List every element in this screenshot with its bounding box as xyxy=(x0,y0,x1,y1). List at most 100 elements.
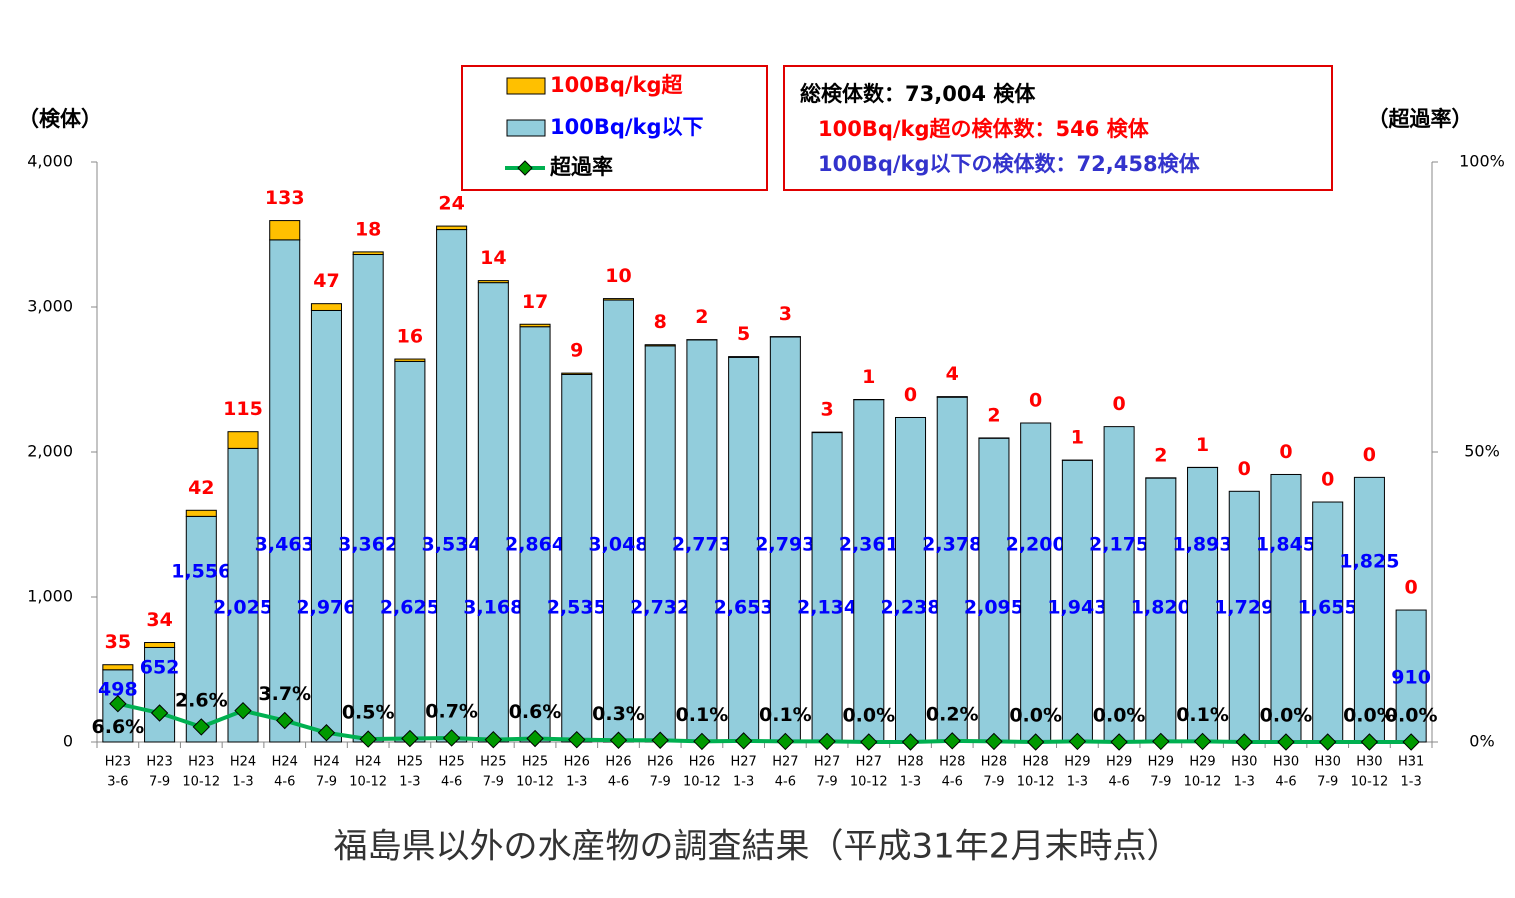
under-label: 2,238 xyxy=(880,597,940,619)
y2-tick-label: 50% xyxy=(1464,442,1500,461)
y2-axis-label: （超過率） xyxy=(1368,107,1473,131)
bar-over xyxy=(186,510,216,516)
over-label: 4 xyxy=(946,363,959,385)
x-tick-label: H27 xyxy=(814,755,840,770)
under-label: 2,625 xyxy=(380,597,440,619)
x-tick-label: 10-12 xyxy=(1017,775,1055,790)
under-label: 2,793 xyxy=(755,534,815,556)
x-tick-label: H31 xyxy=(1398,755,1424,770)
bar-over xyxy=(353,252,383,255)
under-label: 2,200 xyxy=(1006,534,1066,556)
x-tick-label: H28 xyxy=(939,755,965,770)
rate-label: 0.0% xyxy=(1260,705,1313,727)
bar-under xyxy=(1188,468,1218,742)
bar-under xyxy=(1271,474,1301,742)
x-tick-label: 1-3 xyxy=(1401,775,1422,790)
x-tick-label: 4-6 xyxy=(608,775,629,790)
bar-over xyxy=(645,345,675,346)
x-tick-label: H23 xyxy=(105,755,131,770)
under-label: 2,025 xyxy=(213,597,273,619)
over-label: 47 xyxy=(313,270,339,292)
x-tick-label: H24 xyxy=(272,755,298,770)
x-tick-label: 10-12 xyxy=(1184,775,1222,790)
x-tick-label: H26 xyxy=(564,755,590,770)
x-tick-label: 7-9 xyxy=(650,775,671,790)
x-tick-label: 1-3 xyxy=(1234,775,1255,790)
bar-over xyxy=(395,359,425,361)
x-tick-label: 4-6 xyxy=(775,775,796,790)
over-label: 24 xyxy=(438,193,464,215)
over-label: 0 xyxy=(904,384,917,406)
over-label: 9 xyxy=(570,340,583,362)
under-label: 3,463 xyxy=(255,534,315,556)
x-tick-label: H30 xyxy=(1273,755,1299,770)
x-tick-label: H29 xyxy=(1106,755,1132,770)
bar-under xyxy=(812,433,842,742)
y-axis-label: （検体） xyxy=(18,107,102,131)
x-tick-label: H26 xyxy=(689,755,715,770)
bar-under xyxy=(937,397,967,742)
y2-tick-label: 100% xyxy=(1459,152,1505,171)
over-label: 14 xyxy=(480,247,506,269)
x-tick-label: H28 xyxy=(1023,755,1049,770)
legend-swatch xyxy=(507,78,545,94)
over-label: 17 xyxy=(522,291,548,313)
x-tick-label: 10-12 xyxy=(850,775,888,790)
under-label: 2,864 xyxy=(505,534,565,556)
x-tick-label: 4-6 xyxy=(1108,775,1129,790)
x-tick-label: 1-3 xyxy=(900,775,921,790)
over-label: 0 xyxy=(1405,577,1418,599)
x-tick-label: 4-6 xyxy=(1275,775,1296,790)
over-label: 0 xyxy=(1029,390,1042,412)
x-tick-label: H25 xyxy=(397,755,423,770)
x-tick-label: 4-6 xyxy=(274,775,295,790)
legend-label: 100Bq/kg超 xyxy=(550,73,684,97)
bar-over xyxy=(437,226,467,229)
rate-label: 0.3% xyxy=(592,703,645,725)
under-label: 3,048 xyxy=(588,534,648,556)
bar-over xyxy=(937,397,967,398)
rate-label: 0.0% xyxy=(1009,705,1062,727)
x-tick-label: H24 xyxy=(230,755,256,770)
x-tick-label: H29 xyxy=(1189,755,1215,770)
under-label: 1,893 xyxy=(1172,534,1232,556)
info-total: 総検体数：73,004 検体 xyxy=(800,82,1036,106)
bar-over xyxy=(311,304,341,311)
x-tick-label: H25 xyxy=(438,755,464,770)
x-tick-label: 1-3 xyxy=(1067,775,1088,790)
bar-over xyxy=(729,357,759,358)
rate-label: 0.1% xyxy=(1176,704,1229,726)
bar-under xyxy=(895,417,925,742)
x-tick-label: H24 xyxy=(355,755,381,770)
under-label: 2,773 xyxy=(672,534,732,556)
rate-label: 0.0% xyxy=(842,705,895,727)
x-tick-label: 7-9 xyxy=(1317,775,1338,790)
x-tick-label: 4-6 xyxy=(942,775,963,790)
bar-over xyxy=(520,324,550,326)
over-label: 8 xyxy=(654,311,667,333)
x-tick-label: H28 xyxy=(981,755,1007,770)
under-label: 2,378 xyxy=(922,534,982,556)
rate-label: 0.1% xyxy=(759,704,812,726)
over-label: 0 xyxy=(1112,393,1125,415)
x-tick-label: H26 xyxy=(647,755,673,770)
chart-title: 福島県以外の水産物の調査結果（平成31年2月末時点） xyxy=(334,827,1181,867)
under-label: 2,732 xyxy=(630,597,690,619)
bar-over xyxy=(562,373,592,374)
x-tick-label: 7-9 xyxy=(483,775,504,790)
under-label: 2,175 xyxy=(1089,534,1149,556)
over-label: 1 xyxy=(862,366,875,388)
x-tick-label: H30 xyxy=(1315,755,1341,770)
over-label: 34 xyxy=(146,609,172,631)
over-label: 35 xyxy=(105,631,131,653)
bar-over xyxy=(103,665,133,670)
bar-under xyxy=(1354,477,1384,742)
under-label: 1,729 xyxy=(1214,597,1274,619)
under-label: 2,535 xyxy=(547,597,607,619)
bar-under xyxy=(603,300,633,742)
under-label: 2,361 xyxy=(839,534,899,556)
over-label: 0 xyxy=(1279,441,1292,463)
x-tick-label: 7-9 xyxy=(1150,775,1171,790)
bar-under xyxy=(1313,502,1343,742)
